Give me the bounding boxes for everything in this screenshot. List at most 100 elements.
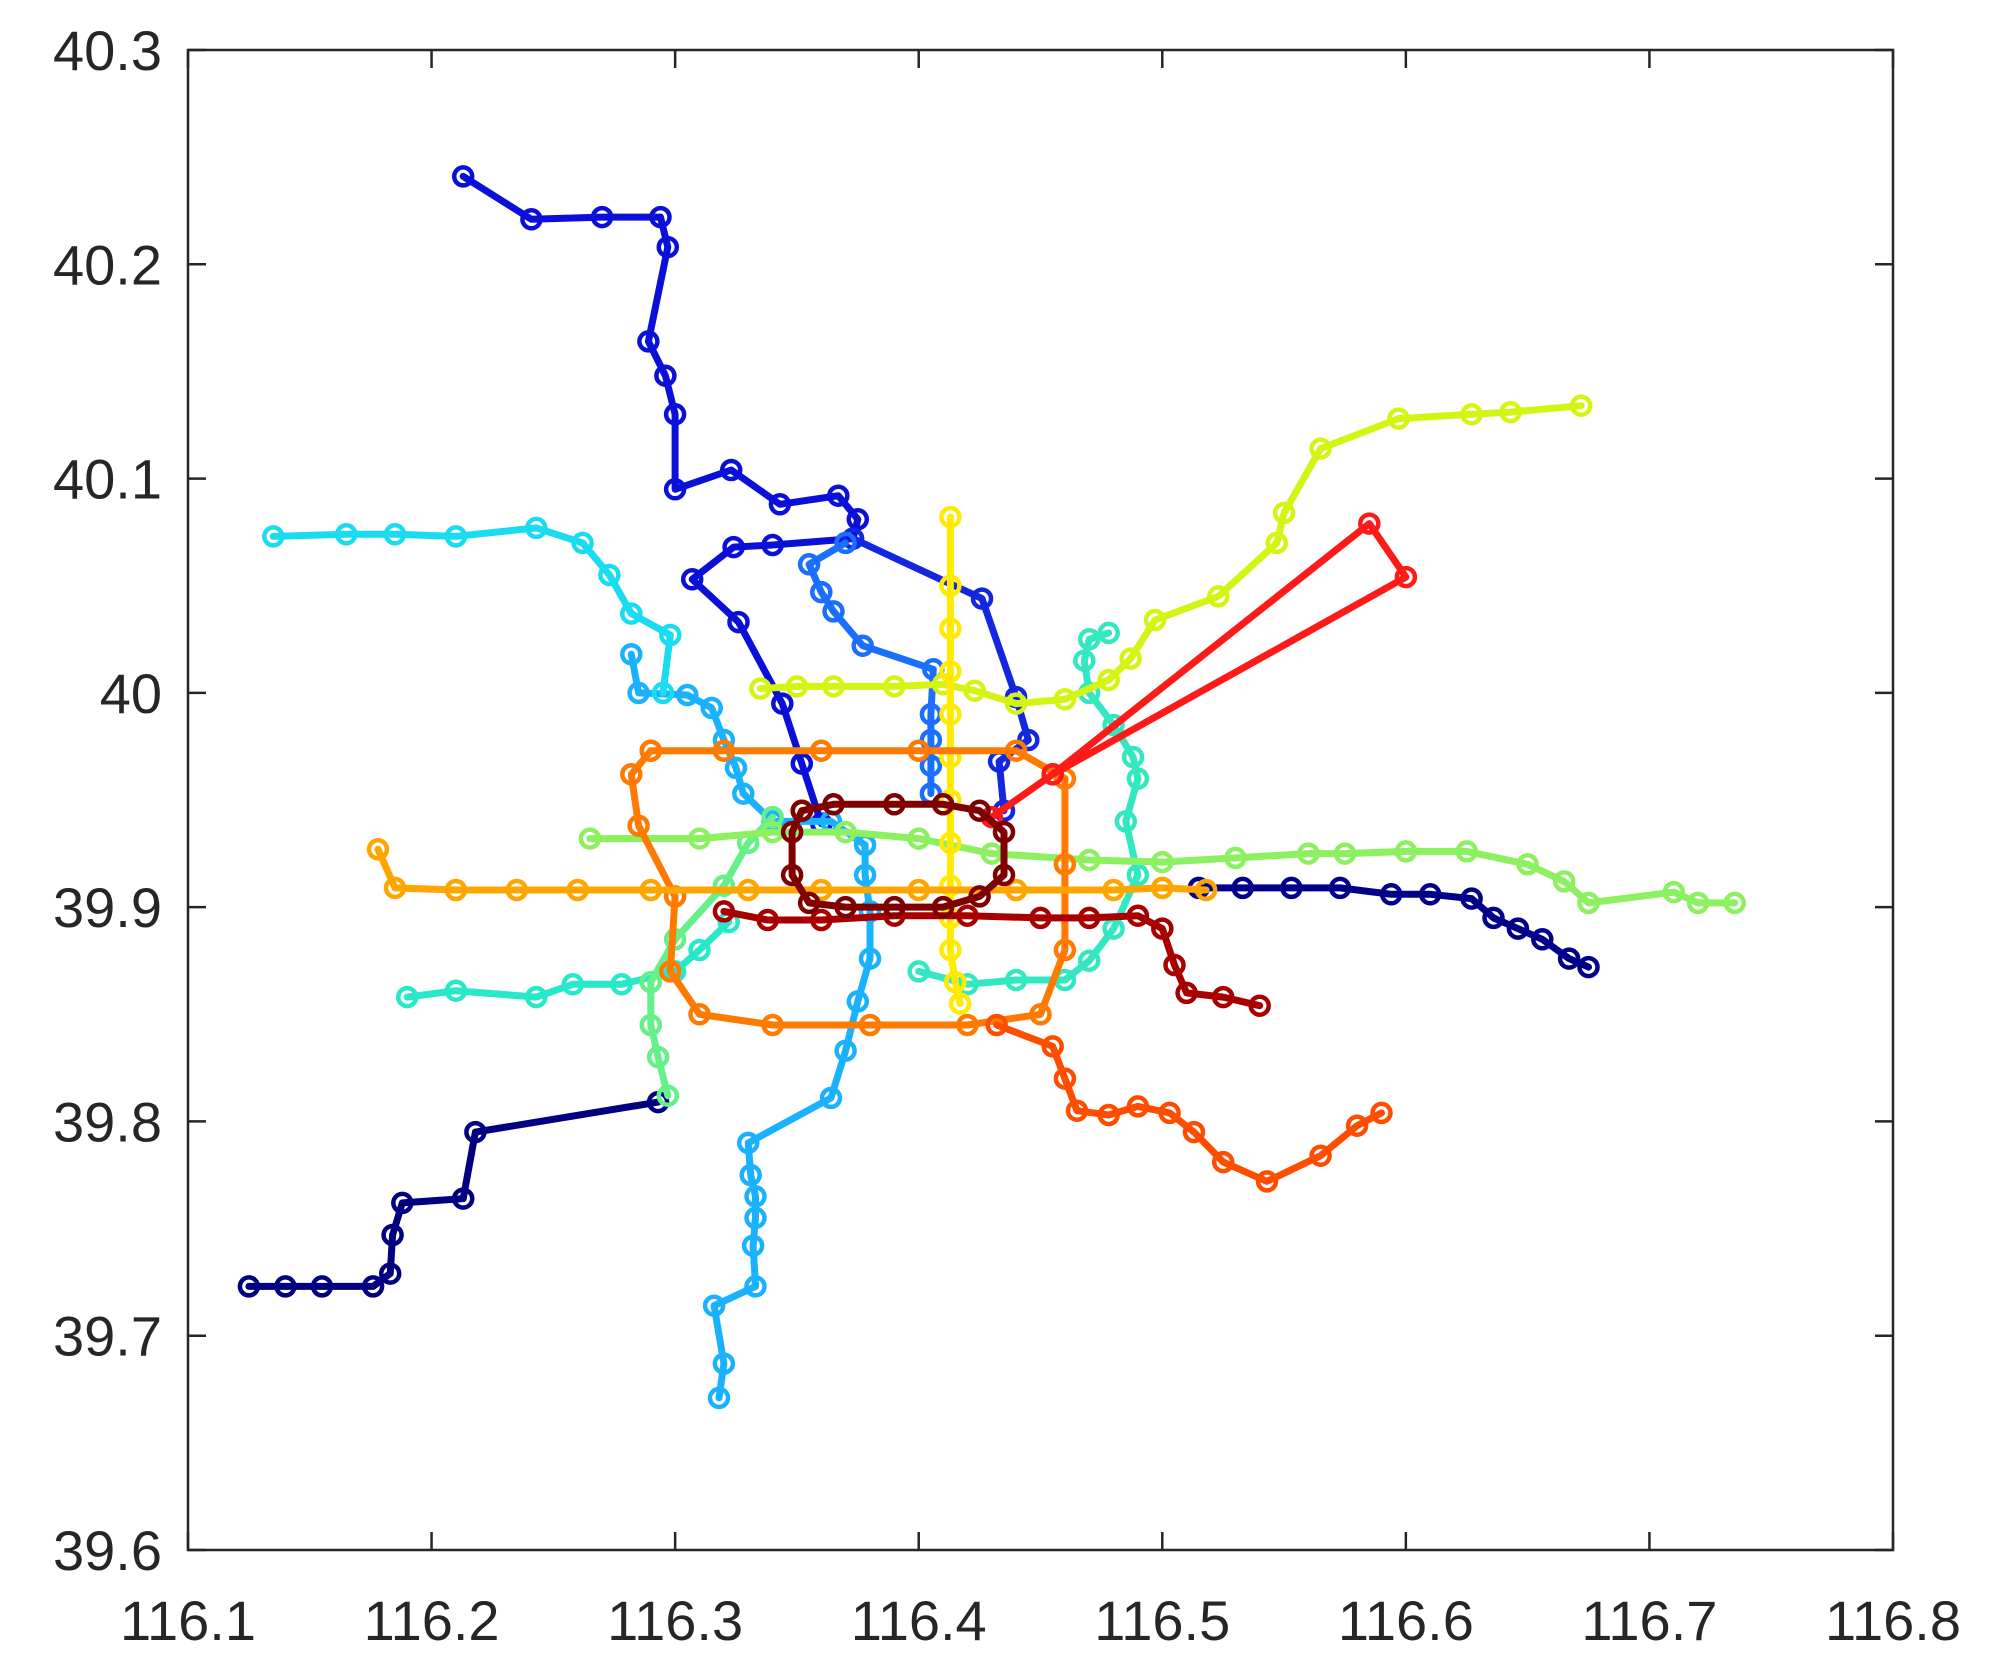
station-marker [656, 235, 680, 259]
station-marker [578, 827, 602, 850]
station-marker [663, 403, 687, 426]
station-marker [1531, 928, 1554, 951]
station-marker [1121, 745, 1145, 769]
station-marker [1004, 739, 1028, 762]
station-marker [659, 960, 682, 983]
station-marker [1418, 883, 1442, 906]
station-marker [741, 1234, 765, 1257]
station-marker [639, 739, 663, 762]
station-marker [944, 970, 967, 994]
station-marker [1309, 1144, 1332, 1167]
station-marker [919, 754, 943, 777]
series-line-16 [988, 520, 1410, 821]
station-marker [727, 610, 750, 634]
station-marker [620, 602, 643, 625]
station-marker [627, 681, 650, 705]
station-marker [780, 863, 804, 887]
station-marker [1053, 688, 1077, 711]
station-marker [1097, 621, 1120, 645]
station-marker [1255, 1170, 1279, 1193]
station-marker [1126, 904, 1150, 927]
station-marker [939, 938, 962, 962]
station-marker [1004, 692, 1028, 715]
station-marker [780, 820, 804, 844]
station-marker [724, 756, 748, 780]
station-marker [822, 600, 845, 623]
station-marker [1231, 876, 1254, 900]
station-marker [956, 904, 979, 927]
y-tick-label: 40.1 [53, 448, 162, 511]
series-9 [639, 805, 784, 1107]
station-marker [822, 793, 845, 816]
station-marker [1053, 938, 1077, 962]
series-6 [262, 516, 682, 705]
station-marker [1557, 947, 1581, 970]
station-marker [853, 863, 877, 887]
station-marker [1577, 891, 1600, 915]
station-marker [1207, 585, 1230, 608]
station-marker [688, 1003, 711, 1026]
axes-box [186, 48, 1895, 1552]
station-marker [1077, 848, 1101, 872]
series-2 [451, 165, 870, 835]
station-marker [761, 533, 784, 557]
axes: 116.1 116.2 116.3 116.4 116.5 116.6 116.7 116.8… [53, 19, 1961, 1652]
series-line-17 [720, 907, 1264, 1010]
station-marker [712, 874, 736, 897]
station-marker [598, 563, 621, 587]
station-marker [1151, 850, 1174, 874]
station-marker [1248, 994, 1271, 1017]
station-marker [639, 970, 663, 994]
station-marker [702, 1294, 726, 1317]
station-marker [444, 525, 468, 548]
station-marker [610, 973, 633, 996]
station-marker [939, 574, 962, 597]
station-marker [846, 990, 870, 1013]
station-marker [939, 660, 962, 683]
station-marker [1345, 1114, 1369, 1137]
station-marker [939, 505, 962, 529]
station-marker [1552, 870, 1576, 893]
series-line-15 [993, 1021, 1385, 1185]
station-marker [834, 820, 857, 844]
station-marker [744, 1275, 767, 1298]
station-marker [939, 831, 962, 855]
station-marker [1482, 906, 1505, 930]
station-marker [1143, 608, 1167, 632]
station-marker [846, 508, 870, 531]
series-17 [712, 900, 1271, 1017]
station-marker [722, 535, 745, 559]
station-marker [761, 805, 784, 829]
station-marker [1460, 403, 1483, 426]
station-marker [1265, 531, 1289, 555]
station-marker [1077, 628, 1101, 651]
station-marker [451, 1187, 475, 1210]
y-tick-label: 40.2 [53, 233, 162, 296]
station-marker [749, 677, 772, 700]
station-marker [810, 908, 833, 932]
series-line-7 [403, 918, 733, 1001]
station-marker [883, 675, 906, 698]
station-marker [1004, 968, 1028, 992]
station-marker [237, 1275, 261, 1298]
station-marker [383, 523, 407, 546]
series-line-6 [269, 524, 674, 697]
station-marker [948, 992, 972, 1015]
station-marker [395, 985, 419, 1009]
station-marker [525, 985, 548, 1009]
station-marker [637, 330, 660, 353]
station-marker [1029, 1003, 1052, 1026]
station-marker [1723, 891, 1746, 915]
station-marker [771, 692, 794, 715]
station-marker [1194, 878, 1218, 902]
station-marker [858, 1013, 882, 1037]
station-marker [907, 827, 930, 850]
station-marker [707, 1386, 731, 1410]
station-marker [1394, 565, 1418, 589]
station-marker [992, 820, 1016, 844]
station-marker [712, 739, 736, 762]
station-marker [335, 523, 358, 546]
station-marker [736, 1131, 760, 1155]
station-marker [639, 1013, 663, 1037]
station-marker [785, 675, 809, 698]
